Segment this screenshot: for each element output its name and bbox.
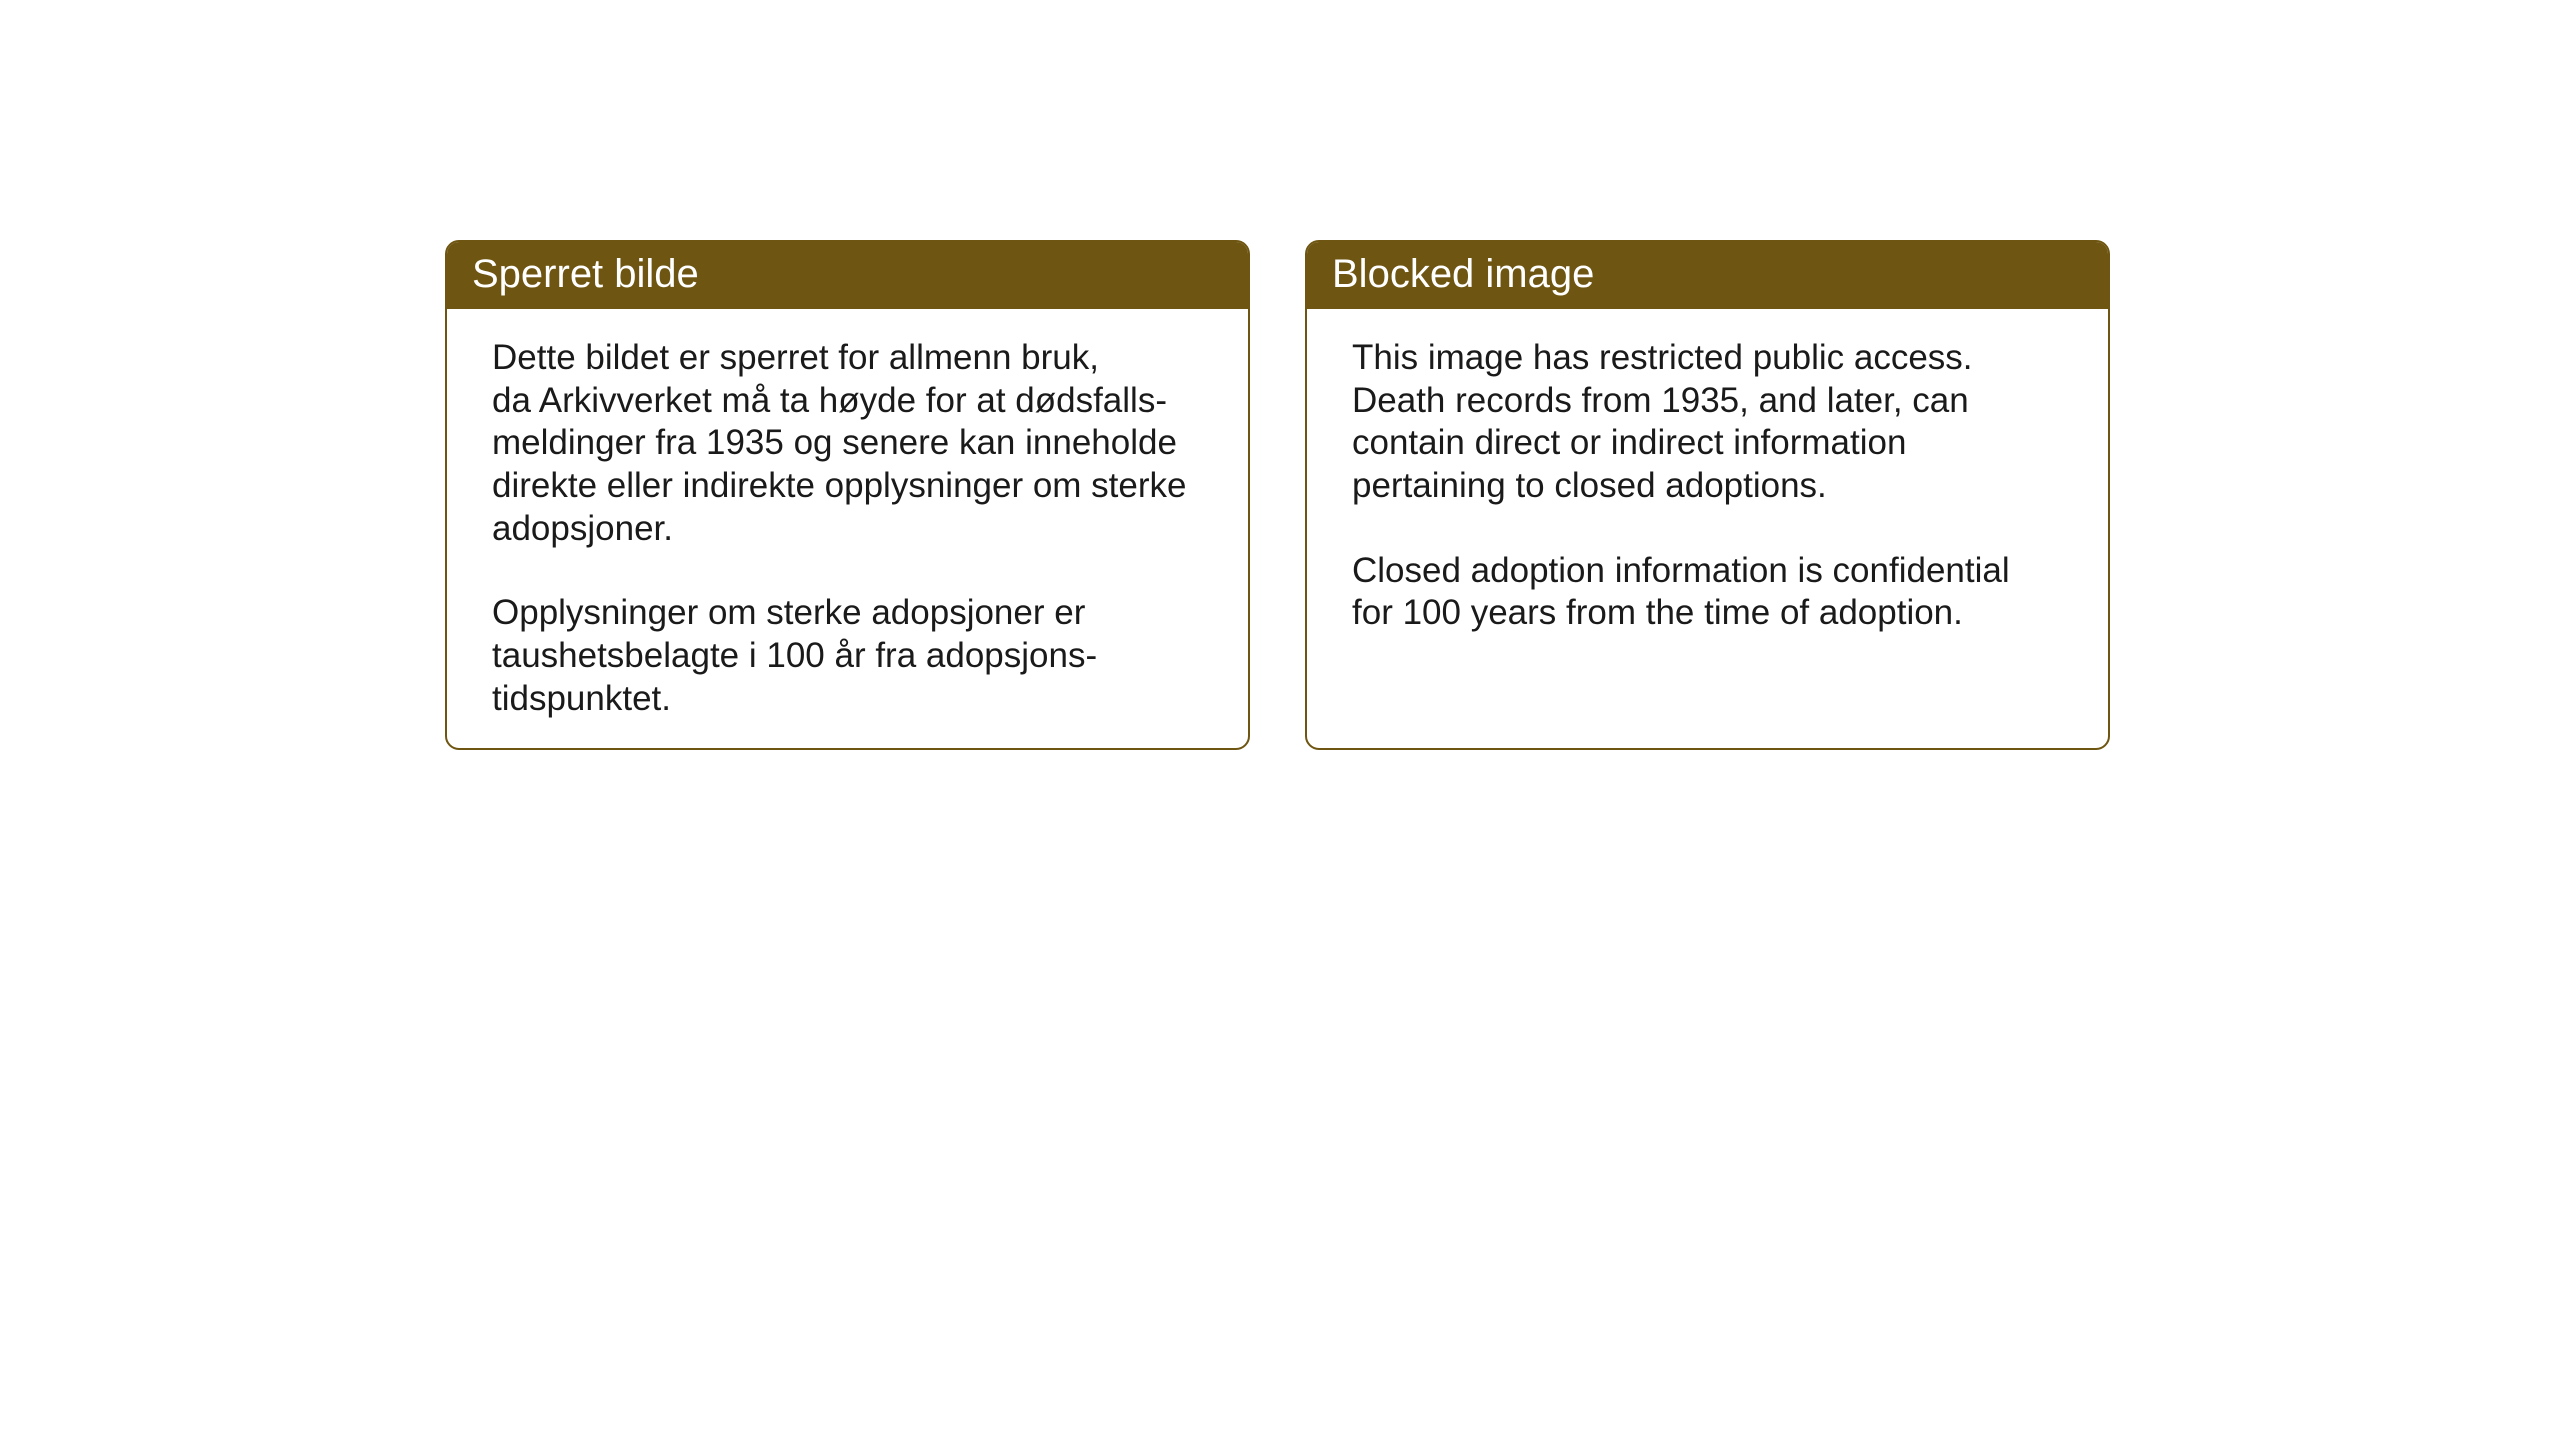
card-norwegian-paragraph-1: Dette bildet er sperret for allmenn bruk… (492, 337, 1203, 550)
card-english-paragraph-1: This image has restricted public access.… (1352, 337, 2063, 508)
card-english: Blocked image This image has restricted … (1305, 240, 2110, 750)
card-norwegian-paragraph-2: Opplysninger om sterke adopsjoner er tau… (492, 592, 1203, 720)
card-english-paragraph-2: Closed adoption information is confident… (1352, 550, 2063, 635)
card-norwegian-body: Dette bildet er sperret for allmenn bruk… (447, 309, 1248, 750)
card-english-header: Blocked image (1307, 242, 2108, 309)
cards-container: Sperret bilde Dette bildet er sperret fo… (445, 240, 2560, 750)
card-english-body: This image has restricted public access.… (1307, 309, 2108, 675)
card-norwegian: Sperret bilde Dette bildet er sperret fo… (445, 240, 1250, 750)
card-norwegian-header: Sperret bilde (447, 242, 1248, 309)
